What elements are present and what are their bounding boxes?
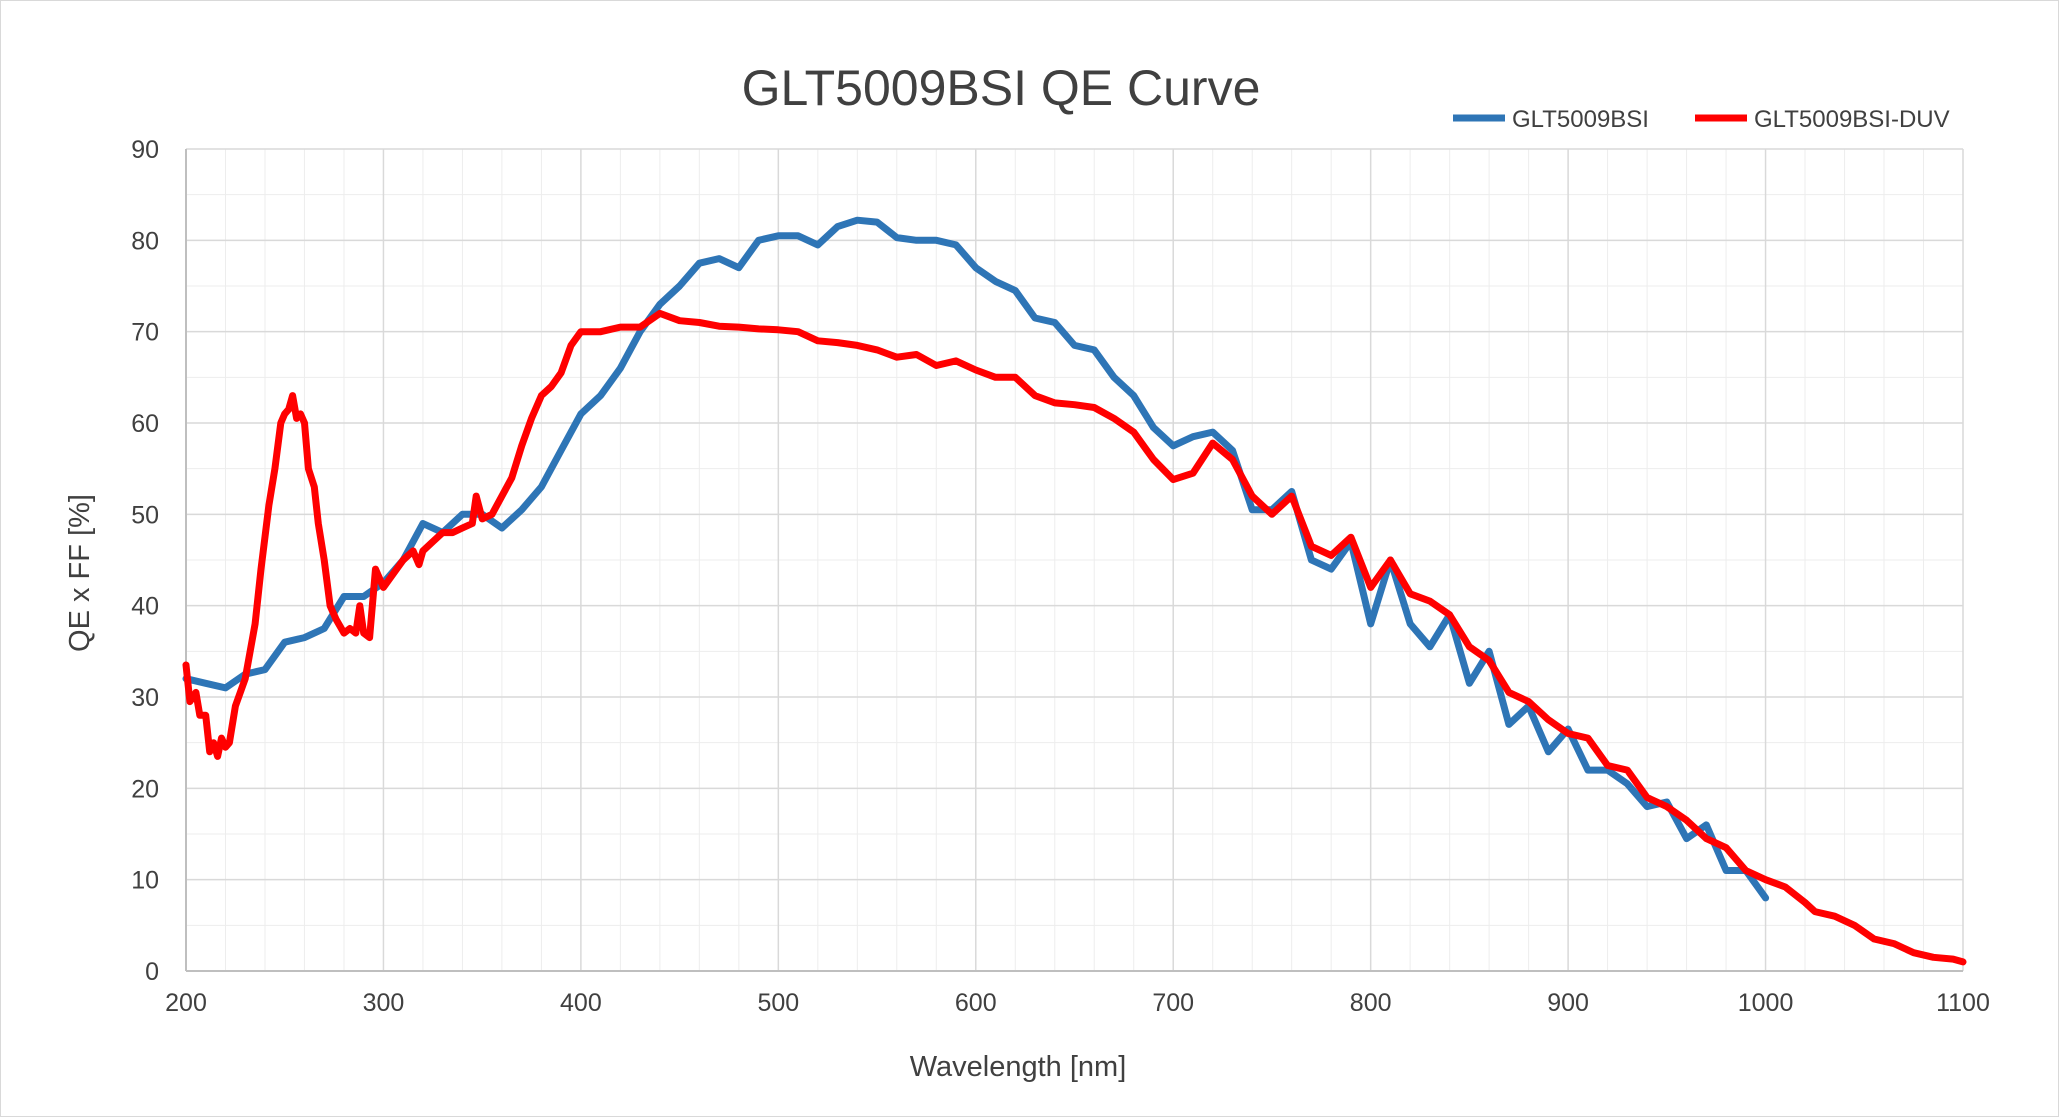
y-tick-label: 50 (131, 501, 159, 529)
y-axis-title: QE x FF [%] (64, 494, 96, 652)
y-tick-label: 90 (131, 136, 159, 164)
x-tick-label: 900 (1547, 989, 1589, 1017)
legend: GLT5009BSI GLT5009BSI-DUV (1453, 106, 1950, 133)
axes: 0 10 20 30 40 50 60 70 80 90 200 300 400 500 600 700 800… (131, 136, 1990, 1017)
x-tick-label: 1000 (1738, 989, 1794, 1017)
y-tick-label: 60 (131, 410, 159, 438)
y-tick-label: 70 (131, 319, 159, 347)
x-tick-label: 200 (165, 989, 207, 1017)
x-tick-label: 800 (1350, 989, 1392, 1017)
legend-label: GLT5009BSI (1512, 106, 1649, 133)
x-tick-label: 600 (955, 989, 997, 1017)
grid (185, 148, 1964, 972)
x-tick-label: 500 (757, 989, 799, 1017)
y-tick-label: 20 (131, 775, 159, 803)
y-tick-label: 80 (131, 227, 159, 255)
y-tick-label: 0 (145, 958, 159, 986)
x-tick-label: 1100 (1936, 989, 1990, 1017)
series-line-glt5009bsi (182, 216, 1770, 902)
y-tick-label: 30 (131, 684, 159, 712)
chart-title: GLT5009BSI QE Curve (742, 60, 1261, 116)
x-tick-label: 700 (1152, 989, 1194, 1017)
y-tick-label: 40 (131, 593, 159, 621)
x-tick-label: 400 (560, 989, 602, 1017)
x-tick-label: 300 (363, 989, 405, 1017)
legend-label: GLT5009BSI-DUV (1754, 106, 1950, 133)
series-layer (182, 216, 1967, 966)
x-axis-title: Wavelength [nm] (910, 1051, 1127, 1083)
series-line-glt5009bsi-duv (182, 309, 1967, 966)
y-tick-label: 10 (131, 867, 159, 895)
